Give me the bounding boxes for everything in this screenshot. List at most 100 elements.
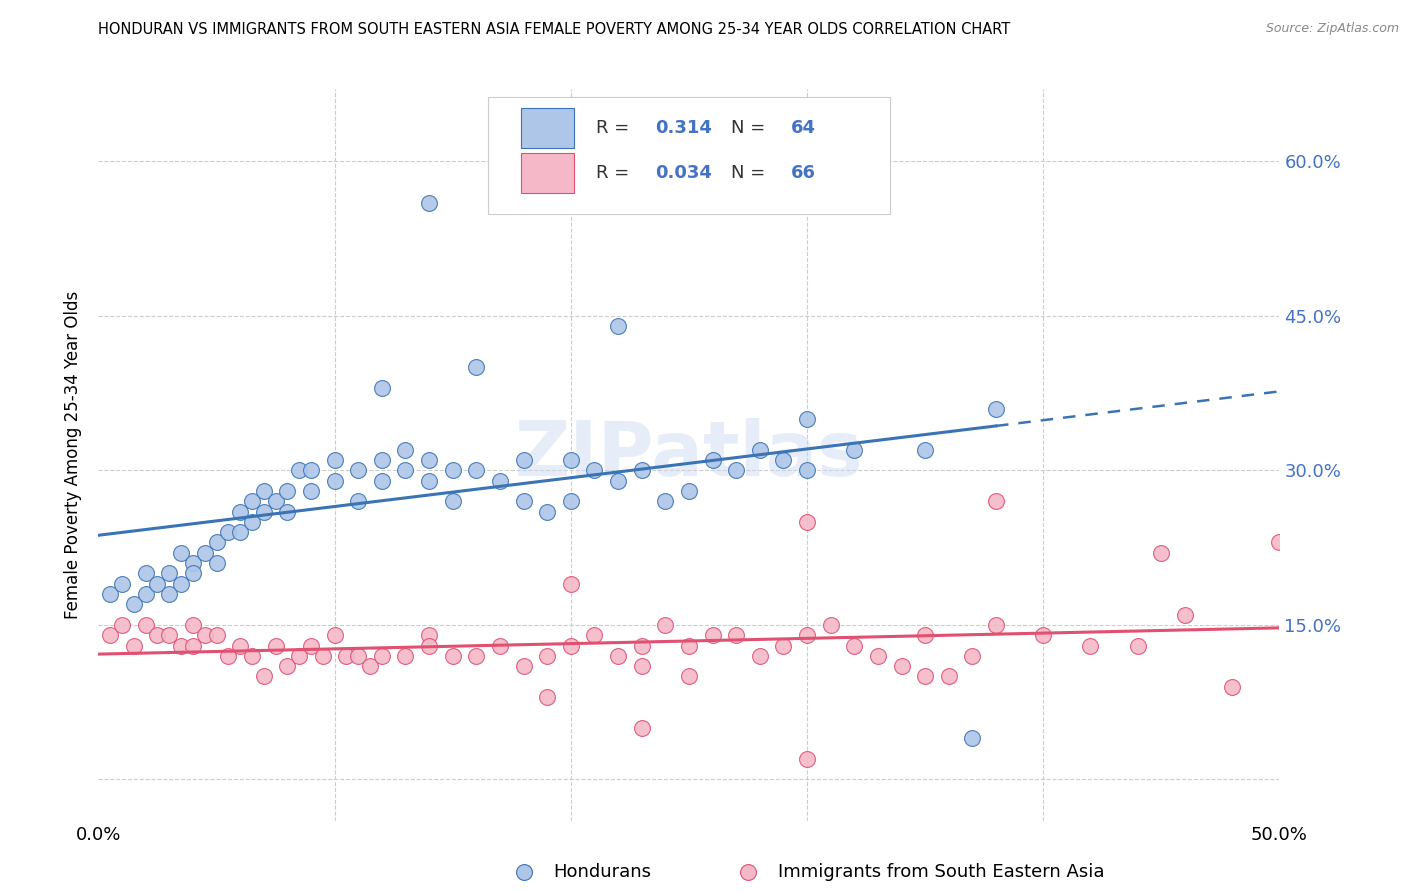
Point [772, 453, 794, 467]
Point [135, 587, 157, 601]
Point [253, 483, 276, 498]
Point [984, 618, 1007, 632]
Point [347, 648, 370, 663]
Point [702, 453, 724, 467]
Point [748, 442, 770, 457]
Point [1126, 639, 1149, 653]
Text: Hondurans: Hondurans [553, 863, 651, 880]
Point [984, 494, 1007, 508]
Point [323, 453, 346, 467]
Point [205, 628, 228, 642]
Point [1268, 535, 1291, 549]
Point [796, 628, 818, 642]
Text: ZIPatlas: ZIPatlas [515, 418, 863, 491]
Point [194, 628, 217, 642]
Point [1080, 639, 1102, 653]
Point [560, 639, 582, 653]
Point [1174, 607, 1197, 622]
Point [441, 648, 464, 663]
Point [678, 483, 700, 498]
Point [170, 546, 193, 560]
Point [536, 648, 558, 663]
Point [170, 639, 193, 653]
Point [229, 505, 252, 519]
Point [194, 546, 217, 560]
Point [181, 566, 204, 581]
Point [394, 463, 416, 477]
Point [135, 566, 157, 581]
Point [536, 690, 558, 704]
Point [820, 618, 842, 632]
Point [678, 639, 700, 653]
Point [394, 648, 416, 663]
Point [240, 648, 263, 663]
Text: N =: N = [731, 164, 772, 182]
Point [335, 648, 357, 663]
Point [489, 639, 512, 653]
Point [276, 483, 298, 498]
Point [607, 319, 630, 334]
Point [465, 648, 488, 663]
Point [418, 474, 440, 488]
Point [264, 639, 287, 653]
Point [536, 505, 558, 519]
Point [796, 752, 818, 766]
Point [796, 515, 818, 529]
Point [441, 463, 464, 477]
Point [146, 628, 169, 642]
Point [146, 576, 169, 591]
Point [725, 628, 748, 642]
Point [157, 628, 180, 642]
Point [299, 463, 322, 477]
Point [866, 648, 889, 663]
Point [418, 195, 440, 210]
Point [229, 639, 252, 653]
Point [465, 463, 488, 477]
Point [217, 648, 239, 663]
Point [111, 618, 134, 632]
Point [678, 669, 700, 683]
Point [772, 639, 794, 653]
Point [796, 412, 818, 426]
Point [299, 639, 322, 653]
Point [371, 474, 394, 488]
Point [512, 453, 534, 467]
Point [111, 576, 134, 591]
Point [253, 505, 276, 519]
Point [654, 618, 676, 632]
Point [157, 587, 180, 601]
Point [276, 659, 298, 673]
Point [654, 494, 676, 508]
Point [914, 442, 936, 457]
Point [938, 845, 960, 859]
Point [359, 659, 381, 673]
Point [630, 463, 652, 477]
Point [962, 648, 984, 663]
Point [630, 659, 652, 673]
Point [418, 639, 440, 653]
FancyBboxPatch shape [522, 108, 575, 148]
Point [229, 525, 252, 540]
Point [1386, 845, 1406, 859]
Text: HONDURAN VS IMMIGRANTS FROM SOUTH EASTERN ASIA FEMALE POVERTY AMONG 25-34 YEAR O: HONDURAN VS IMMIGRANTS FROM SOUTH EASTER… [98, 22, 1011, 37]
Point [512, 659, 534, 673]
Point [122, 639, 145, 653]
Point [1032, 628, 1054, 642]
Point [560, 576, 582, 591]
Point [418, 453, 440, 467]
Point [371, 648, 394, 663]
Point [240, 494, 263, 508]
Point [264, 494, 287, 508]
Text: 64: 64 [790, 119, 815, 136]
Point [181, 639, 204, 653]
FancyBboxPatch shape [522, 153, 575, 193]
Point [323, 474, 346, 488]
Point [98, 628, 121, 642]
Point [1150, 546, 1173, 560]
Point [560, 494, 582, 508]
Point [181, 618, 204, 632]
Point [240, 515, 263, 529]
Point [323, 628, 346, 642]
Point [276, 505, 298, 519]
Point [844, 639, 866, 653]
